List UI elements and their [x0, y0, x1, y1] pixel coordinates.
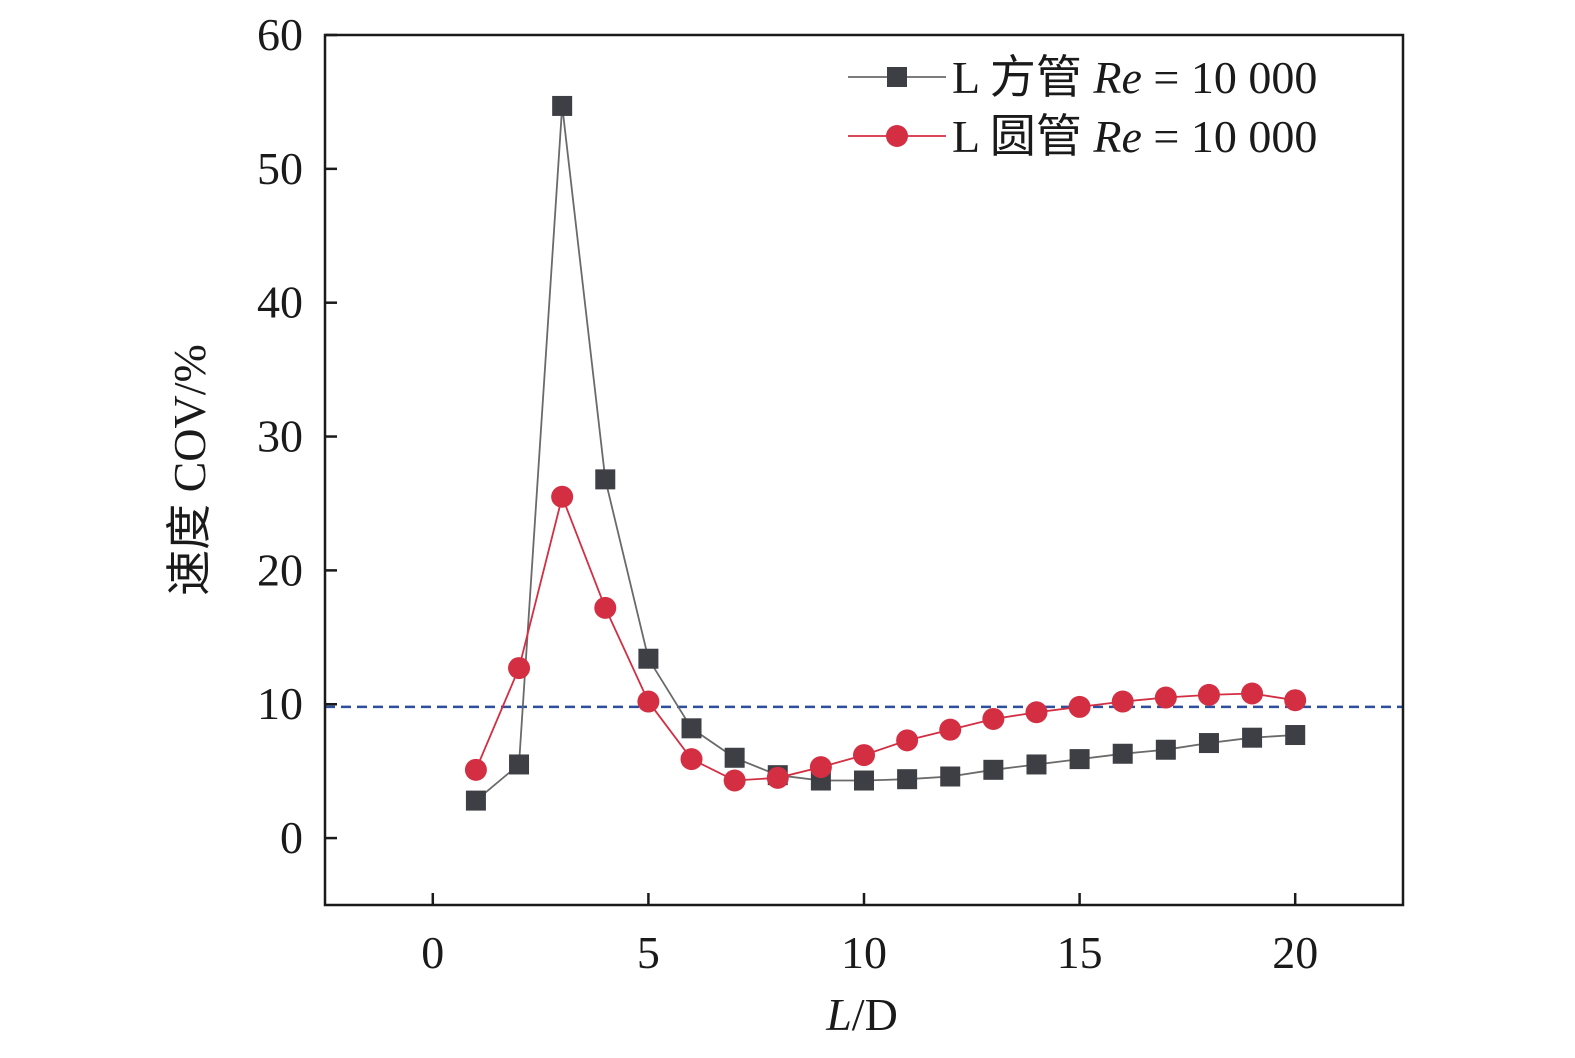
data-point-circle	[1025, 701, 1048, 724]
data-point-square	[1198, 733, 1219, 754]
legend-label-italic: Re	[1092, 52, 1142, 103]
legend-label: L 方管 Re = 10 000	[952, 52, 1317, 103]
data-point-circle	[896, 729, 919, 752]
data-point-circle	[1284, 689, 1307, 712]
y-axis-title: 速度 COV/%	[164, 344, 215, 596]
data-point-circle	[1197, 683, 1220, 706]
y-tick-label: 60	[257, 9, 303, 60]
data-point-square	[1242, 727, 1263, 748]
legend-label-prefix: L 方管	[952, 52, 1093, 103]
data-point-circle	[508, 657, 531, 680]
x-tick-label: 10	[841, 927, 887, 978]
data-point-square	[897, 769, 918, 790]
data-point-circle	[982, 707, 1005, 730]
data-point-circle	[939, 718, 962, 741]
data-point-circle	[1111, 690, 1134, 713]
data-point-circle	[680, 748, 703, 771]
data-point-square	[1026, 754, 1047, 775]
data-point-circle	[637, 690, 660, 713]
data-point-square	[940, 766, 961, 787]
x-tick-label: 15	[1057, 927, 1103, 978]
data-point-square	[552, 95, 573, 116]
data-point-circle	[594, 596, 617, 619]
legend-circle-marker	[886, 125, 908, 147]
data-point-square	[724, 747, 745, 768]
legend-entry-square: L 方管 Re = 10 000	[848, 52, 1317, 103]
y-tick-label: 50	[257, 143, 303, 194]
series-line-circle	[475, 493, 1296, 782]
legend-label-italic: Re	[1092, 111, 1142, 162]
data-point-square	[1112, 743, 1133, 764]
axis-layer: 0 10 20 30 40 50 60 0 5 10 15 20	[257, 9, 1318, 978]
data-point-square	[681, 718, 702, 739]
data-point-square	[638, 648, 659, 669]
x-axis-title: L/D	[825, 989, 898, 1040]
x-tick-label: 0	[421, 927, 444, 978]
data-point-square	[1285, 725, 1306, 746]
data-point-circle	[1154, 686, 1177, 709]
data-point-circle	[723, 769, 746, 792]
data-point-circle	[1068, 695, 1091, 718]
legend-entry-circle: L 圆管 Re = 10 000	[848, 111, 1317, 162]
data-point-square	[854, 770, 874, 791]
data-point-circle	[853, 744, 875, 767]
data-point-circle	[809, 756, 832, 779]
y-tick-label: 30	[257, 411, 303, 462]
legend-square-marker	[887, 67, 907, 87]
data-point-square	[983, 759, 1004, 780]
legend-label-prefix: L 圆管	[952, 111, 1093, 162]
x-tick-label: 5	[637, 927, 660, 978]
data-point-square	[595, 469, 616, 490]
data-point-square	[1155, 739, 1176, 760]
data-point-circle	[551, 485, 574, 508]
x-tick-label: 20	[1272, 927, 1318, 978]
legend-label-suffix: = 10 000	[1142, 111, 1317, 162]
data-point-square	[465, 790, 486, 811]
y-tick-label: 40	[257, 277, 303, 328]
x-axis-title-italic: L	[825, 989, 852, 1040]
y-tick-label: 20	[257, 544, 303, 595]
data-point-circle	[1241, 682, 1264, 705]
data-point-square	[1069, 749, 1090, 770]
x-axis-title-rest: /D	[852, 989, 898, 1040]
data-point-square	[509, 754, 530, 775]
legend-label: L 圆管 Re = 10 000	[952, 111, 1317, 162]
y-tick-label: 10	[257, 678, 303, 729]
data-point-circle	[766, 766, 789, 789]
y-tick-label: 0	[280, 812, 303, 863]
data-point-circle	[464, 758, 487, 781]
legend: L 方管 Re = 10 000 L 圆管 Re = 10 000	[848, 52, 1317, 162]
legend-label-suffix: = 10 000	[1142, 52, 1317, 103]
series-layer	[325, 95, 1403, 811]
